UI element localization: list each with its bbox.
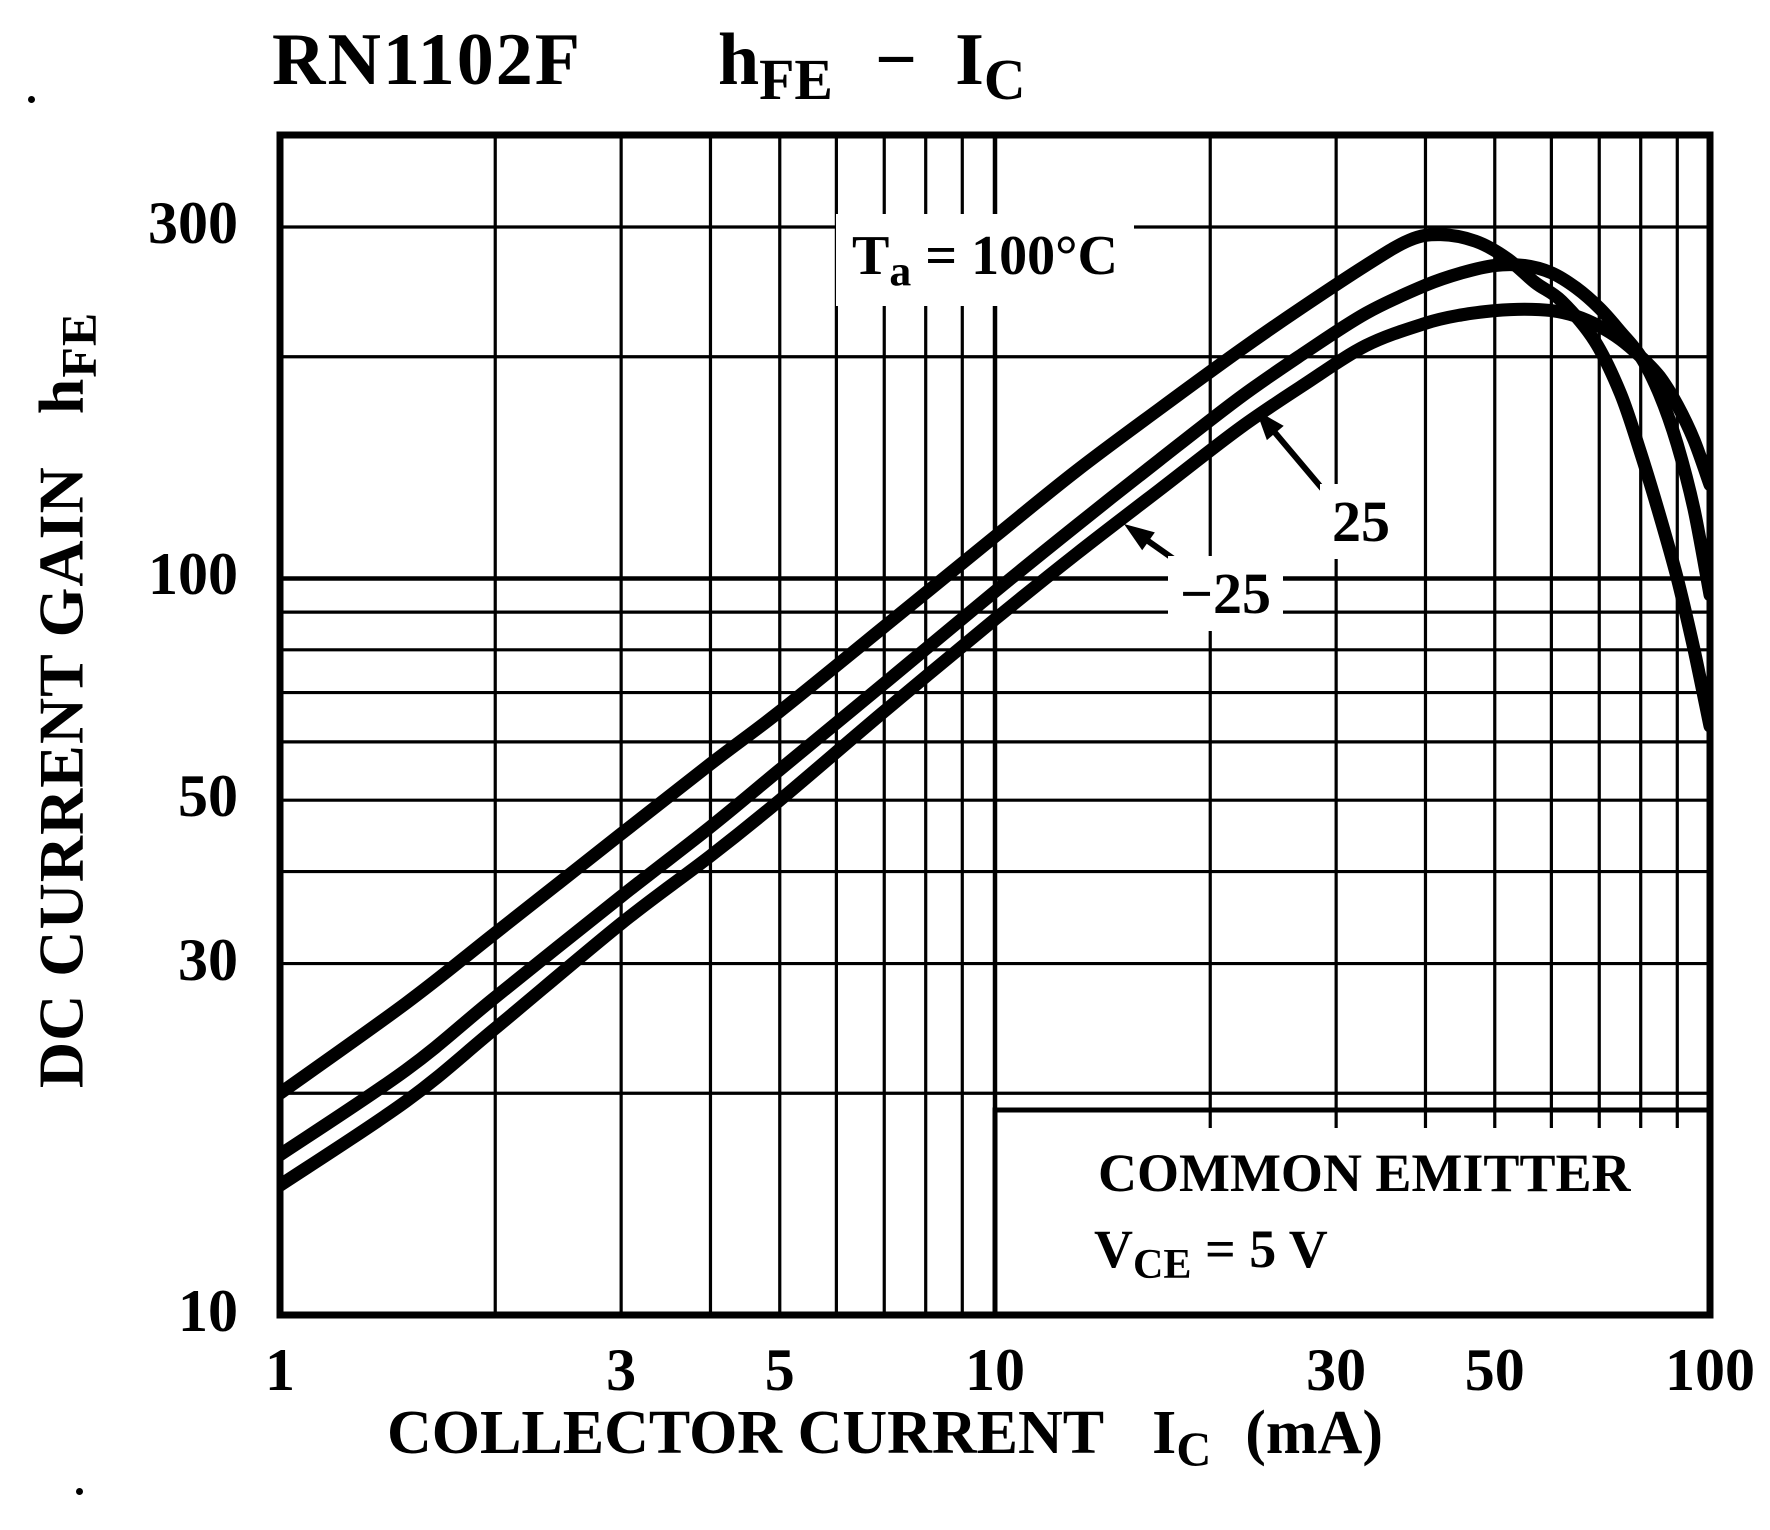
- plot-title: hFE − IC: [718, 18, 1026, 113]
- y-tick-label-10: 10: [178, 1278, 238, 1344]
- x-axis-title-symbol-sub: C: [1176, 1423, 1212, 1477]
- x-axis-title-text: COLLECTOR CURRENT: [387, 1399, 1105, 1467]
- x-tick-label-10: 10: [965, 1337, 1025, 1403]
- plot-title-i-sub: C: [983, 49, 1026, 112]
- curve-label-minus-25c: −25: [1168, 556, 1284, 631]
- plot-title-i: I: [955, 19, 984, 101]
- x-axis-title-unit: (mA): [1245, 1399, 1383, 1467]
- x-axis-title: COLLECTOR CURRENT IC (mA): [0, 1398, 1770, 1478]
- plot-title-dash: −: [874, 19, 918, 101]
- y-axis-title-symbol-sub: FE: [51, 311, 107, 378]
- curve-label-ta-100c: Ta = 100°C: [836, 214, 1134, 307]
- y-tick-label-300: 300: [148, 190, 238, 257]
- x-axis-title-symbol: I: [1152, 1399, 1177, 1467]
- scan-speck: [76, 1488, 83, 1495]
- x-tick-label-100: 100: [1665, 1337, 1755, 1403]
- plot-title-h: h: [718, 19, 760, 101]
- x-tick-label-50: 50: [1464, 1337, 1525, 1403]
- y-axis-title: DC CURRENT GAIN hFE: [25, 312, 108, 1088]
- curve-label-25c: 25: [1320, 484, 1402, 559]
- y-axis-title-text: DC CURRENT GAIN: [25, 466, 97, 1089]
- curve-2: [280, 302, 1710, 1192]
- plot-border: [276, 131, 1714, 1319]
- plot-title-h-sub: FE: [759, 49, 833, 112]
- annotation-arrow-head: [1255, 410, 1284, 441]
- curve-0: [280, 228, 1710, 1100]
- y-axis-title-symbol: h: [25, 377, 97, 415]
- legend-box: [992, 1107, 1713, 1318]
- x-tick-label-1: 1: [265, 1337, 295, 1403]
- y-tick-label-50: 50: [178, 763, 238, 830]
- device-title: RN1102F: [272, 19, 582, 101]
- annotation-arrow-head: [1123, 524, 1155, 551]
- condition-vce: VCE = 5 V: [1094, 1219, 1328, 1288]
- y-tick-label-100: 100: [148, 541, 238, 608]
- x-tick-label-5: 5: [764, 1337, 795, 1403]
- condition-common-emitter: COMMON EMITTER: [1098, 1143, 1631, 1203]
- y-tick-label-30: 30: [178, 926, 238, 993]
- x-tick-label-30: 30: [1306, 1337, 1367, 1403]
- scan-speck: [28, 96, 35, 103]
- x-tick-label-3: 3: [606, 1337, 637, 1403]
